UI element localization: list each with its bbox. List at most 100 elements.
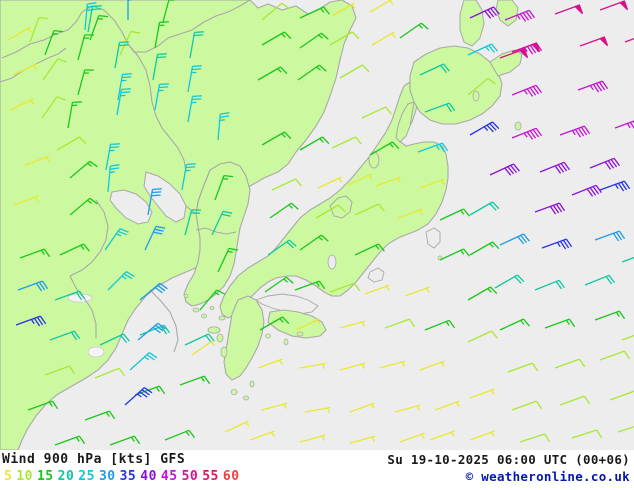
wind-barb <box>44 365 76 376</box>
wind-barb <box>105 143 120 171</box>
wind-barb <box>504 9 536 22</box>
landmass-hokkaido <box>395 45 523 143</box>
landmass-mainland-asia <box>0 0 357 450</box>
wind-barb <box>424 319 456 331</box>
wind-barb <box>347 173 373 186</box>
wind-barb <box>114 41 129 69</box>
wind-barb <box>419 63 450 76</box>
wind-barb <box>147 188 162 216</box>
wind-barb <box>571 184 603 197</box>
wind-barb <box>89 14 109 41</box>
wind-barb <box>13 195 39 206</box>
wind-barb <box>299 32 329 49</box>
legend-entry-15: 15 <box>36 469 54 484</box>
wind-barb <box>599 0 629 11</box>
wind-barb <box>299 234 329 251</box>
legend-entry-20: 20 <box>57 469 75 484</box>
wind-barb <box>534 202 566 215</box>
wind-barb <box>134 385 166 396</box>
legend-entry-10: 10 <box>16 469 33 484</box>
wind-barb <box>621 256 634 263</box>
wind-barb <box>404 286 430 297</box>
wind-barb <box>99 333 130 346</box>
wind-barb <box>511 400 543 411</box>
wind-barb <box>369 141 400 156</box>
wind-barb <box>84 2 97 31</box>
wind-barb <box>499 318 530 331</box>
wind-barb <box>164 429 196 441</box>
wind-barb <box>214 174 234 201</box>
jeju-island <box>207 326 221 334</box>
wind-barb <box>124 387 153 406</box>
wind-barb <box>417 142 449 153</box>
wind-barb <box>394 404 421 413</box>
wind-barb <box>559 125 591 138</box>
wind-barb <box>261 402 288 411</box>
wind-barb <box>571 429 603 439</box>
wind-barb <box>224 420 250 433</box>
wind-barb <box>69 197 98 216</box>
wind-barb <box>399 432 425 443</box>
wind-barb <box>315 204 346 219</box>
legend-entry-35: 35 <box>119 469 137 484</box>
wind-barb <box>181 163 196 191</box>
landmass-kyushu <box>216 295 265 401</box>
wind-barb <box>429 430 455 441</box>
wind-barb <box>294 280 326 291</box>
wind-barb <box>184 209 202 236</box>
wind-barb <box>519 433 551 443</box>
wind-barb <box>154 83 169 111</box>
wind-barb <box>624 38 634 43</box>
wind-barb <box>559 395 591 406</box>
wind-barb <box>339 320 366 329</box>
map-title: Wind 900 hPa [kts] GFS <box>2 452 186 467</box>
wind-barb <box>42 58 67 81</box>
wind-barb <box>56 136 87 151</box>
wind-barb <box>261 31 292 46</box>
wind-barb <box>297 64 327 81</box>
wind-barb <box>499 48 529 59</box>
wind-barb <box>469 201 500 216</box>
wind-barb <box>369 0 394 13</box>
wind-barb <box>179 375 211 386</box>
legend-entry-55: 55 <box>202 469 219 484</box>
wind-barb <box>439 208 470 221</box>
wind-barb <box>499 233 530 246</box>
wind-barb <box>249 430 275 441</box>
wind-barb <box>116 88 131 116</box>
wind-barb <box>41 96 66 119</box>
copyright-label[interactable]: © weatheronline.co.uk <box>465 469 630 484</box>
wind-barb <box>371 31 396 46</box>
wind-barb <box>259 316 290 331</box>
wind-barb <box>84 410 116 421</box>
wind-barb <box>399 22 429 39</box>
lake-biwa <box>327 254 337 270</box>
wind-barb <box>469 6 500 19</box>
wind-barb <box>299 362 326 370</box>
wind-barb <box>469 121 500 136</box>
wind-barb <box>67 101 82 129</box>
wind-barb <box>599 180 631 192</box>
wind-barb <box>397 208 423 219</box>
wind-barb <box>589 157 621 170</box>
inland-lake-2 <box>87 346 105 358</box>
wind-barb <box>511 127 543 140</box>
wind-barb <box>494 274 525 289</box>
wind-barb <box>49 330 81 341</box>
wind-barb <box>77 69 95 96</box>
wind-barb <box>469 241 500 256</box>
wind-barb <box>257 66 288 81</box>
wind-barb <box>579 36 609 47</box>
weather-map[interactable] <box>0 0 634 450</box>
wind-barb <box>617 426 634 433</box>
wind-barb <box>139 324 171 336</box>
wind-barb <box>434 400 460 411</box>
wind-barb <box>162 0 175 23</box>
political-borders <box>0 0 251 353</box>
wind-barb <box>59 243 90 256</box>
wind-barb <box>354 243 385 256</box>
wind-barb <box>467 330 498 343</box>
wind-barb <box>217 112 230 141</box>
wind-barb <box>349 402 375 413</box>
